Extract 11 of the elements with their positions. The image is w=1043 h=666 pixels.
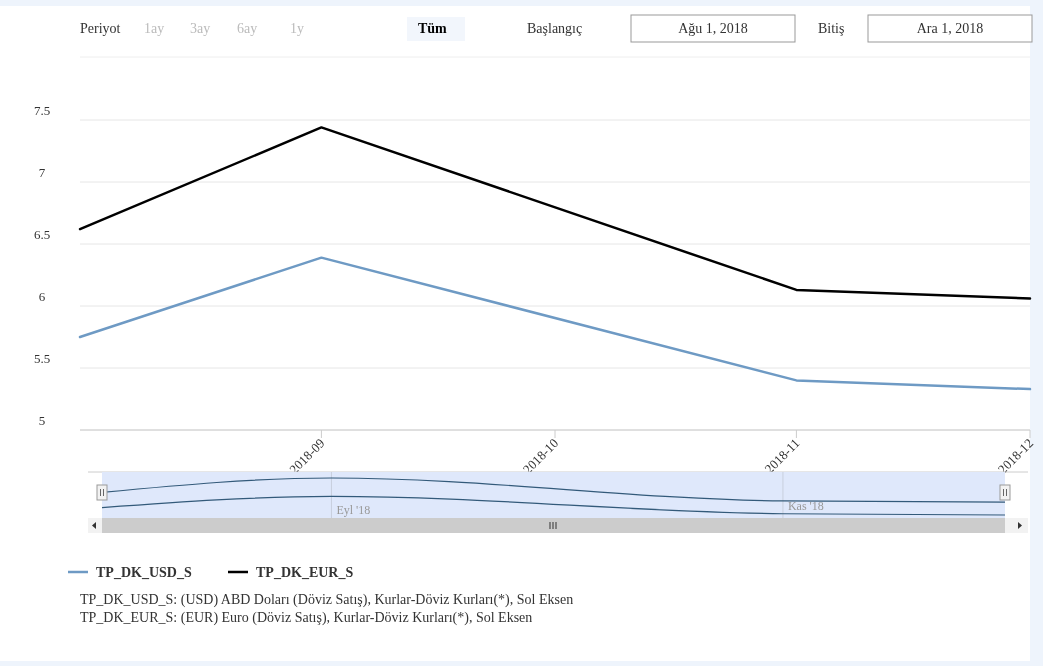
y-tick-label: 5.5 [33, 350, 51, 366]
y-tick-label: 6.5 [33, 226, 51, 242]
range-selector: Periyot 1ay 3ay 6ay 1y Tüm Başlangıç Ağu 1, 2018 Bitiş Ara 1, 2018 [80, 14, 1033, 43]
legend-label: TP_DK_EUR_S [256, 565, 354, 580]
text: TP_DK_EUR_S: (EUR) Euro (Döviz Satış), Kurlar-Döviz Kurları(*), Sol Eksen [80, 610, 533, 626]
legend-label: TP_DK_USD_S [96, 565, 192, 580]
text: TP_DK_USD_S: (USD) ABD Doları (Döviz Satış), Kurlar-Döviz Kurları(*), Sol Eksen [80, 592, 574, 608]
y-tick-label: 6 [38, 288, 46, 304]
y-tick-label: 7 [38, 164, 46, 180]
y-tick-label: 5 [38, 412, 46, 428]
y-tick-label: 7.5 [33, 102, 51, 118]
